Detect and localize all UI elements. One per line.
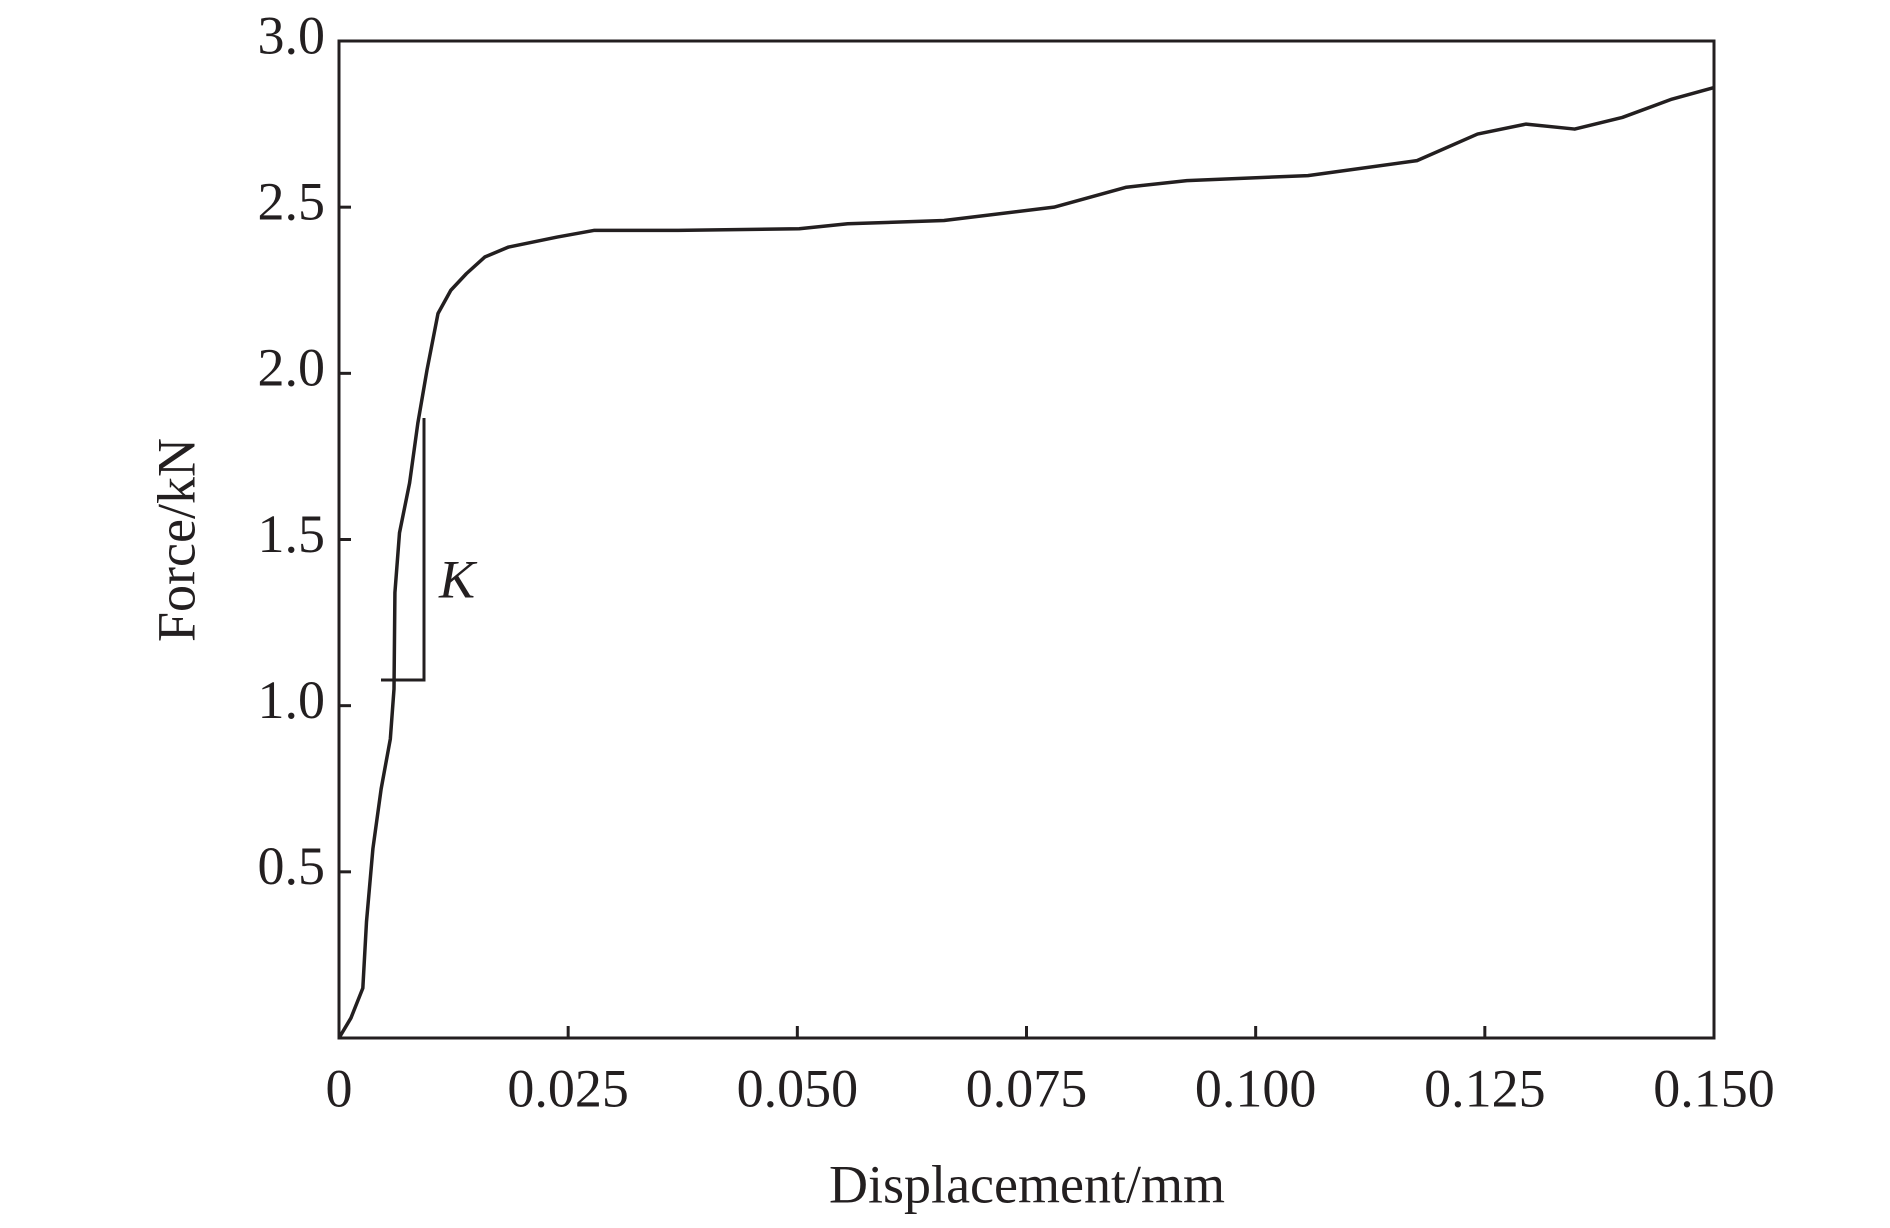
x-tick-label: 0 — [326, 1058, 353, 1118]
x-tick-label: 0.100 — [1195, 1058, 1317, 1118]
plot-frame — [337, 39, 1716, 1040]
x-axis-label: Displacement/mm — [829, 1154, 1225, 1214]
y-tick-label: 2.0 — [258, 338, 326, 398]
y-tick-label: 1.0 — [258, 670, 326, 730]
x-tick-label: 0.050 — [737, 1058, 859, 1118]
y-tick-label: 0.5 — [258, 836, 326, 896]
y-axis-label: Force/kN — [146, 438, 206, 642]
x-tick-label: 0.125 — [1424, 1058, 1546, 1118]
x-tick-label: 0.025 — [507, 1058, 629, 1118]
annotation: K — [438, 549, 478, 609]
x-tick-label: 0.075 — [966, 1058, 1088, 1118]
slope-triangle — [381, 418, 426, 682]
x-tick-label: 0.150 — [1653, 1058, 1775, 1118]
y-tick-label: 3.0 — [258, 5, 326, 65]
data-line — [337, 85, 1715, 1039]
y-tick-label: 2.5 — [258, 172, 326, 232]
y-tick-label: 1.5 — [258, 504, 326, 564]
slope-marker — [381, 418, 426, 682]
